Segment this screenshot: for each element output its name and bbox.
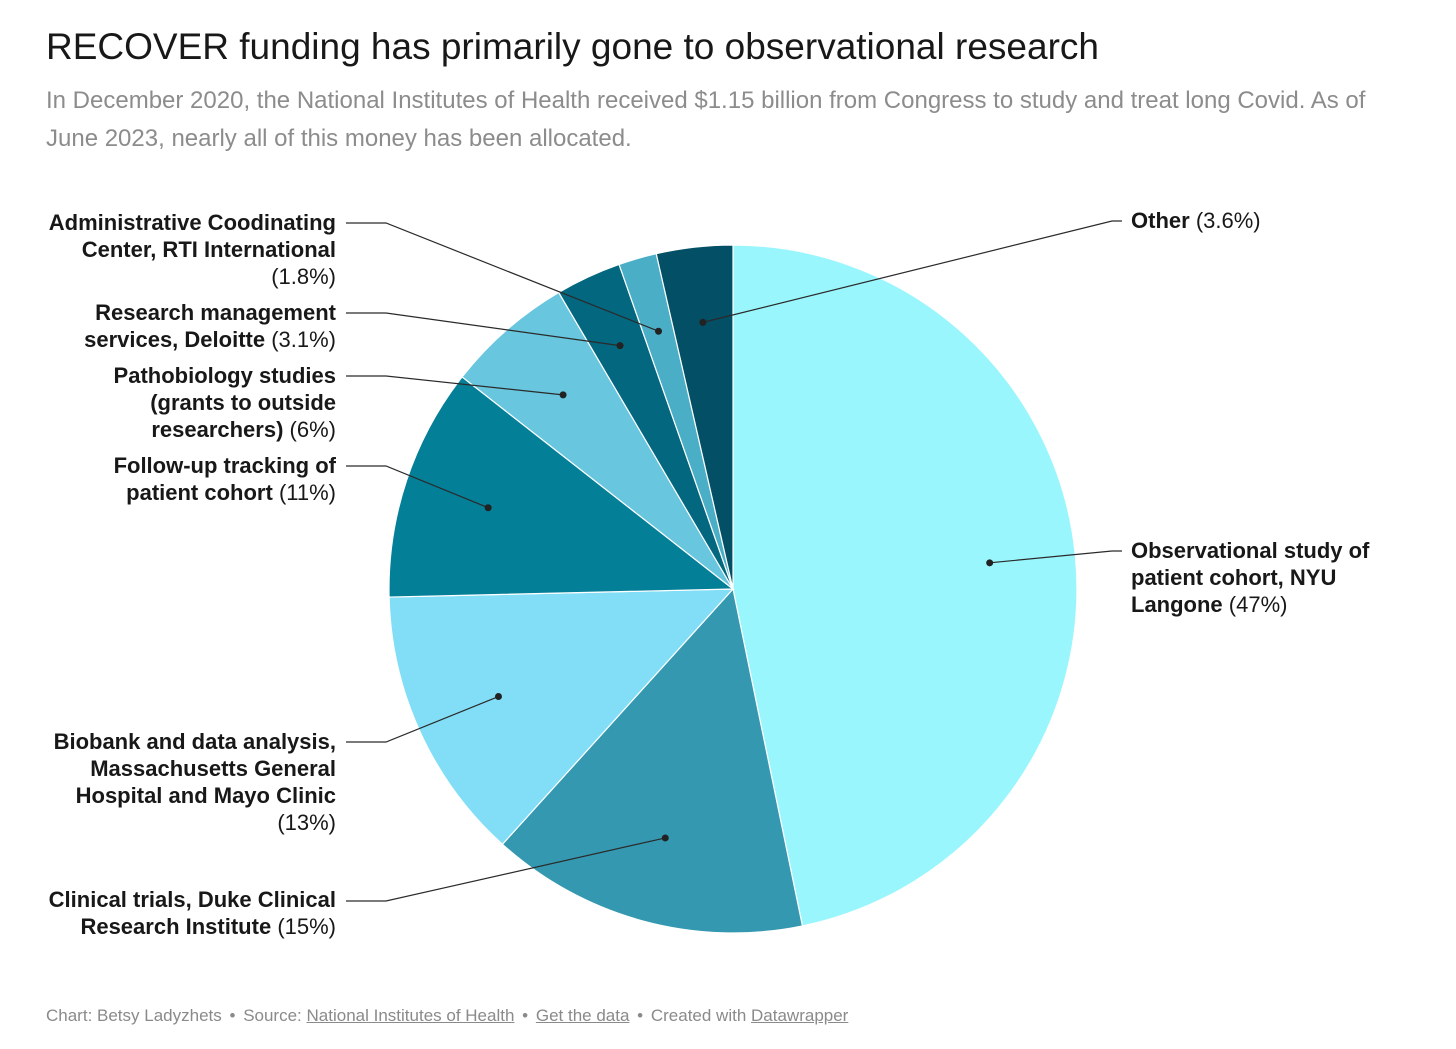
chart-title: RECOVER funding has primarily gone to ob…	[46, 26, 1099, 67]
chart-footer: Chart: Betsy Ladyzhets • Source: Nationa…	[46, 1006, 848, 1026]
slice-label-pathobiology: Pathobiology studies (grants to outside …	[86, 362, 336, 443]
footer-source-prefix: Source:	[243, 1006, 302, 1025]
footer-datawrapper-link[interactable]: Datawrapper	[751, 1006, 849, 1025]
slice-name: Clinical trials, Duke Clinical Research …	[48, 887, 336, 939]
slice-label-clinical-trials: Clinical trials, Duke Clinical Research …	[36, 886, 336, 940]
slice-name: Follow-up tracking of patient cohort	[113, 453, 336, 505]
pie-slice-clinical-trials-duke-clinical-research-i	[501, 587, 804, 934]
leader-line-research-management-services-deloitte	[346, 312, 621, 347]
slice-name: Other	[1131, 208, 1190, 233]
footer-separator: •	[229, 1006, 236, 1025]
leader-line-biobank-and-data-analysis-massachusetts-	[346, 695, 499, 743]
footer-source-link[interactable]: National Institutes of Health	[306, 1006, 515, 1025]
leader-line-other	[702, 220, 1122, 323]
leader-dot-research-management-services-deloitte	[616, 342, 624, 350]
pie-slice-other	[655, 244, 734, 590]
leader-line-administrative-coodinating-center-rti-in	[346, 222, 659, 332]
footer-chart-credit: Chart: Betsy Ladyzhets	[46, 1006, 222, 1025]
slice-percent: (3.1%)	[271, 327, 336, 352]
slice-percent: (47%)	[1228, 592, 1288, 617]
leader-dot-follow-up-tracking-of-patient-cohort	[484, 504, 492, 512]
leader-line-observational-study-of-patient-cohort-ny	[989, 550, 1122, 564]
slice-percent: (13%)	[277, 810, 336, 835]
slice-name: Administrative Coodinating Center, RTI I…	[48, 210, 336, 262]
leader-dot-observational-study-of-patient-cohort-ny	[986, 559, 994, 567]
slice-percent: (1.8%)	[271, 264, 336, 289]
slice-percent: (15%)	[277, 914, 336, 939]
footer-created-prefix: Created with	[650, 1006, 747, 1025]
leader-line-pathobiology-studies-grants-to-outside-r	[346, 375, 564, 396]
leader-line-follow-up-tracking-of-patient-cohort	[346, 465, 489, 509]
slice-label-administrative: Administrative Coodinating Center, RTI I…	[36, 209, 336, 290]
footer-separator: •	[522, 1006, 529, 1025]
footer-get-data-link[interactable]: Get the data	[535, 1006, 630, 1025]
leader-line-clinical-trials-duke-clinical-research-i	[346, 837, 666, 902]
chart-subtitle: In December 2020, the National Institute…	[46, 87, 1366, 152]
leader-dot-biobank-and-data-analysis-massachusetts-	[494, 693, 502, 701]
pie-slice-biobank-and-data-analysis-massachusetts-	[388, 588, 735, 846]
slice-name: Research management services, Deloitte	[84, 300, 336, 352]
slice-name: Pathobiology studies (grants to outside …	[113, 363, 336, 442]
slice-label-other: Other (3.6%)	[1131, 207, 1431, 234]
pie-slice-observational-study-of-patient-cohort-ny	[732, 244, 1078, 927]
slice-label-follow-up-tracking: Follow-up tracking of patient cohort (11…	[56, 452, 336, 506]
slice-percent: (6%)	[289, 417, 336, 442]
slice-label-observational-study: Observational study of patient cohort, N…	[1131, 537, 1431, 618]
leader-dot-pathobiology-studies-grants-to-outside-r	[559, 391, 567, 399]
pie-slice-follow-up-tracking-of-patient-cohort	[388, 376, 735, 598]
slice-name: Biobank and data analysis, Massachusetts…	[53, 729, 336, 808]
leader-dot-administrative-coodinating-center-rti-in	[655, 327, 663, 335]
slice-name: Observational study of patient cohort, N…	[1131, 538, 1370, 617]
leader-dot-other	[699, 318, 707, 326]
slice-label-biobank: Biobank and data analysis, Massachusetts…	[36, 728, 336, 836]
slice-percent: (3.6%)	[1195, 208, 1261, 233]
slice-label-research-management: Research management services, Deloitte (…	[36, 299, 336, 353]
slice-percent: (11%)	[278, 480, 336, 505]
leader-dot-clinical-trials-duke-clinical-research-i	[661, 834, 669, 842]
footer-separator: •	[637, 1006, 644, 1025]
